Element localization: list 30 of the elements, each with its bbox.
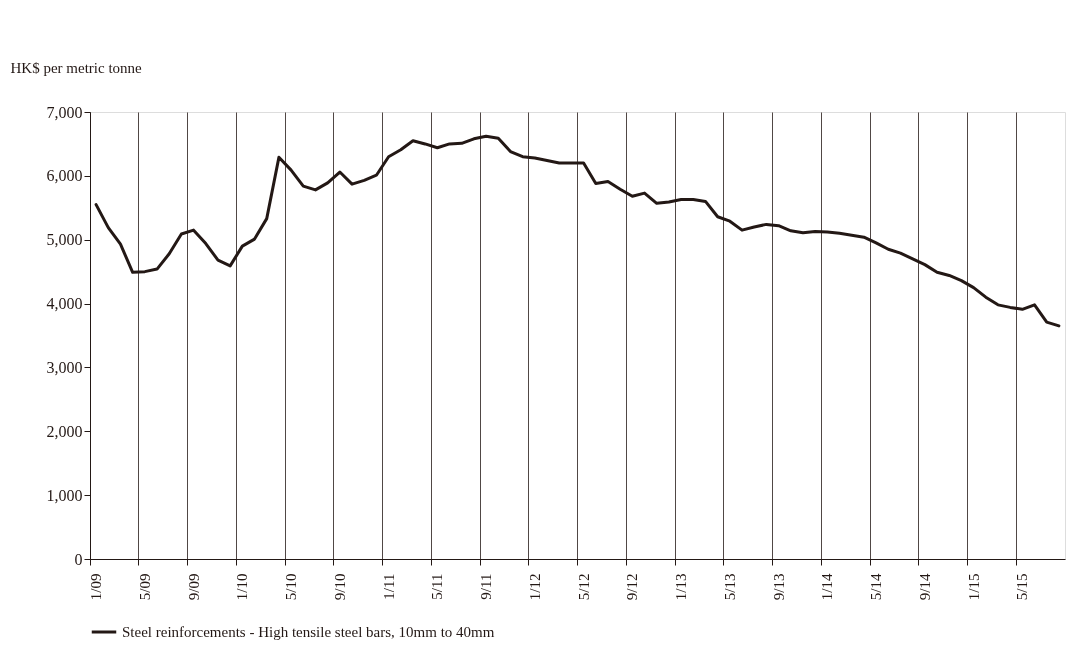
x-tick-label: 5/10 <box>283 573 300 601</box>
x-tick-label: 9/09 <box>185 573 202 601</box>
y-tick-label: 7,000 <box>46 103 83 121</box>
x-tick-label: 1/09 <box>88 573 105 601</box>
x-tick-label: 1/12 <box>526 573 543 601</box>
x-tick-label: 5/14 <box>868 573 885 601</box>
x-tick-label: 1/15 <box>965 573 982 601</box>
x-tick-label: 5/11 <box>429 573 446 600</box>
y-tick-label: 6,000 <box>46 167 83 185</box>
x-tick-label: 9/10 <box>331 573 348 601</box>
y-axis-title: HK$ per metric tonne <box>10 59 143 76</box>
y-tick-label: 4,000 <box>46 295 83 313</box>
y-tick-label: 2,000 <box>46 422 83 440</box>
x-tick-label: 5/12 <box>575 573 592 601</box>
x-tick-label: 5/13 <box>721 573 738 601</box>
x-tick-label: 1/11 <box>380 573 397 600</box>
y-tick-label: 0 <box>74 550 83 568</box>
y-tick-label: 1,000 <box>46 486 83 504</box>
x-tick-label: 1/10 <box>234 573 251 601</box>
x-tick-label: 1/13 <box>673 573 690 601</box>
x-tick-label: 5/15 <box>1014 573 1031 601</box>
x-tick-label: 5/09 <box>136 573 153 601</box>
x-tick-label: 9/12 <box>624 573 641 601</box>
x-tick-label: 1/14 <box>819 573 836 601</box>
y-tick-label: 5,000 <box>46 231 83 249</box>
x-tick-label: 9/13 <box>770 573 787 601</box>
y-tick-label: 3,000 <box>46 358 83 376</box>
x-tick-label: 9/11 <box>478 573 495 600</box>
x-tick-label: 9/14 <box>916 573 933 601</box>
legend-label: Steel reinforcements - High tensile steel bars, 10mm to 40mm <box>122 624 495 640</box>
